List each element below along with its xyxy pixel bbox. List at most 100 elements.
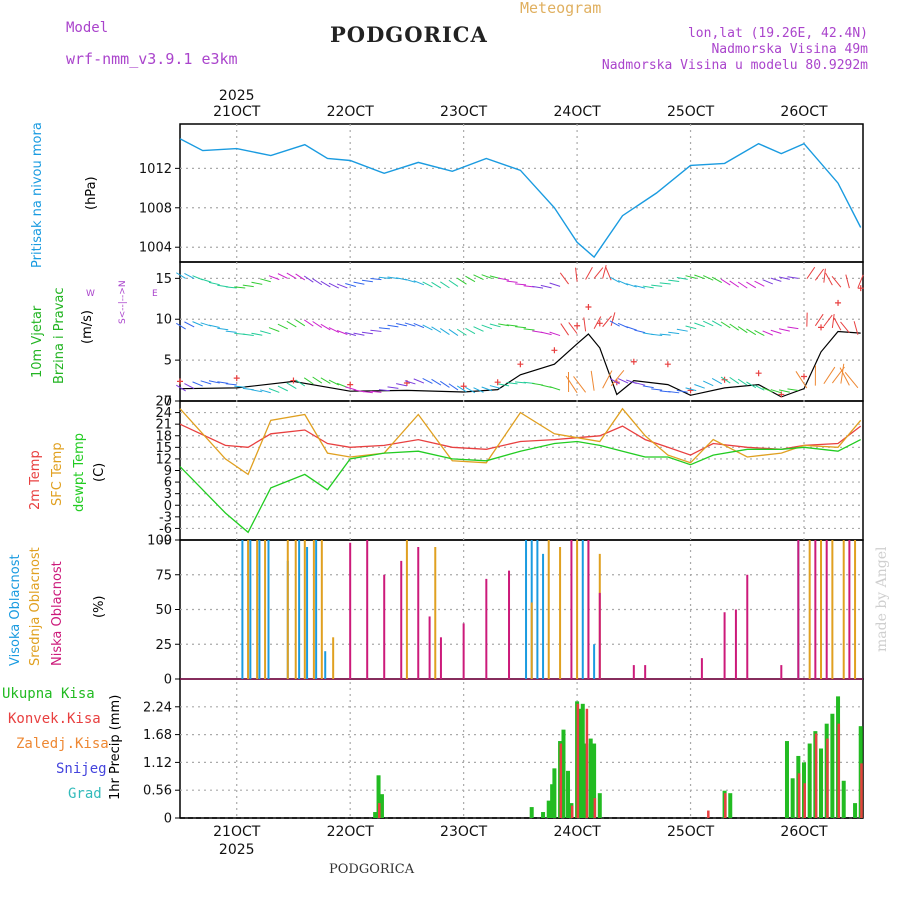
wind-arrow xyxy=(585,267,593,280)
y-tick-label: 100 xyxy=(147,534,172,549)
wind-arrow xyxy=(353,281,365,285)
wind-arrow xyxy=(626,326,637,331)
wind-arrow xyxy=(234,286,246,289)
wind-arrow xyxy=(192,321,203,327)
wind-arrow xyxy=(312,376,323,384)
wind-arrow xyxy=(328,282,340,289)
wind-arrow xyxy=(676,389,688,393)
wind-arrow xyxy=(685,275,697,279)
wind-arrow xyxy=(242,284,254,288)
precip-legend-conv: Konvek.Kisa xyxy=(8,711,101,727)
wind-arrow xyxy=(549,386,561,391)
wind-arrow xyxy=(711,276,722,283)
wind-arrow xyxy=(217,327,229,331)
model-label: Model xyxy=(66,20,109,36)
wind-arrow xyxy=(260,389,271,394)
wind-arrow xyxy=(176,322,186,330)
wind-arrow xyxy=(268,327,280,332)
wind-arrow xyxy=(754,280,765,287)
wind-arrow xyxy=(473,326,484,332)
precip-total-bar xyxy=(592,743,597,818)
wind-arrow xyxy=(286,272,297,280)
wind-arrow xyxy=(778,276,790,280)
precip-total-bar xyxy=(841,780,846,818)
wind-arrow xyxy=(711,377,722,385)
wind-arrow xyxy=(575,267,578,282)
wind-arrow xyxy=(831,313,835,328)
wind-arrow xyxy=(422,324,433,331)
wind-arrow xyxy=(448,383,459,391)
y-tick-label: 0 xyxy=(164,673,172,688)
wind-arrow xyxy=(361,331,373,335)
wind-arrow xyxy=(778,328,790,332)
wind-arrow xyxy=(787,388,799,392)
wind-arrow xyxy=(770,277,782,282)
temp-dewpoint-line xyxy=(179,439,861,534)
wind-arrow xyxy=(396,383,408,387)
y-tick-label: 75 xyxy=(155,568,172,583)
precip-total-bar xyxy=(379,794,384,818)
wind-arrow xyxy=(737,326,748,334)
wind-arrow xyxy=(651,388,663,391)
y-tick-label: 1012 xyxy=(139,162,172,177)
model-elevation: Nadmorska Visina u modelu 80.9292m xyxy=(601,58,868,73)
product-label: Meteogram xyxy=(520,0,602,17)
wind-arrow xyxy=(694,322,705,328)
wind-compass-w: W xyxy=(86,289,95,299)
wind-arrow xyxy=(694,274,705,280)
y-tick-label: 1004 xyxy=(139,241,172,256)
wind-arrow xyxy=(746,281,757,289)
precip-total-bar xyxy=(728,793,733,818)
wind-arrow xyxy=(602,315,612,328)
wind-arrow xyxy=(617,280,629,286)
wind-arrow xyxy=(192,381,203,387)
precip-convective-bar xyxy=(570,805,574,818)
wind-arrow xyxy=(370,329,382,332)
wind-arrow xyxy=(336,330,348,335)
y-tick-label: -6 xyxy=(159,522,172,537)
wind-arrow xyxy=(268,388,280,393)
wind-arrow xyxy=(844,372,859,389)
wind-arrow xyxy=(703,380,714,387)
wind-arrow xyxy=(320,377,331,384)
wind-gust-marker xyxy=(233,375,240,382)
wind-arrow xyxy=(746,381,757,389)
wind-arrow xyxy=(251,389,263,393)
time-tick-label-bottom: 26OCT xyxy=(780,824,828,840)
y-tick-label: 21 xyxy=(155,418,172,433)
time-tick-label-top: 22OCT xyxy=(327,104,375,120)
precip-total-bar xyxy=(807,743,812,818)
wind-arrow xyxy=(303,275,314,283)
wind-gust-marker xyxy=(574,322,581,329)
wind-arrow xyxy=(448,279,459,287)
wind-arrow xyxy=(770,329,782,334)
wind-gust-marker xyxy=(818,324,825,331)
wind-arrow xyxy=(260,330,271,335)
wind-arrow xyxy=(754,384,765,391)
temp-sfc-line xyxy=(179,407,862,476)
wind-arrow xyxy=(729,323,740,331)
wind-arrow xyxy=(729,376,740,384)
wind-arrow xyxy=(795,371,808,389)
wind-arrow xyxy=(465,275,476,283)
precip-convective-bar xyxy=(724,793,727,818)
wind-arrow xyxy=(668,331,680,335)
wind-arrow xyxy=(422,281,433,288)
y-tick-label: 10 xyxy=(155,313,172,328)
precip-convective-bar xyxy=(559,743,563,818)
precip-total-bar xyxy=(597,793,602,818)
wind-arrow xyxy=(498,323,510,327)
wind-arrow xyxy=(853,321,859,335)
time-tick-label-bottom: 24OCT xyxy=(554,824,602,840)
wind-arrow xyxy=(286,320,297,328)
wind-gust-marker xyxy=(494,379,501,386)
wind-gust-marker xyxy=(347,381,354,388)
wind-arrow xyxy=(176,272,186,279)
wind-arrow xyxy=(465,327,476,335)
y-tick-label: 0 xyxy=(164,812,172,827)
precip-convective-bar xyxy=(814,733,818,818)
wind-arrow xyxy=(831,275,842,288)
precip-legend-hail: Grad xyxy=(68,786,102,802)
wind-arrow xyxy=(737,378,748,386)
